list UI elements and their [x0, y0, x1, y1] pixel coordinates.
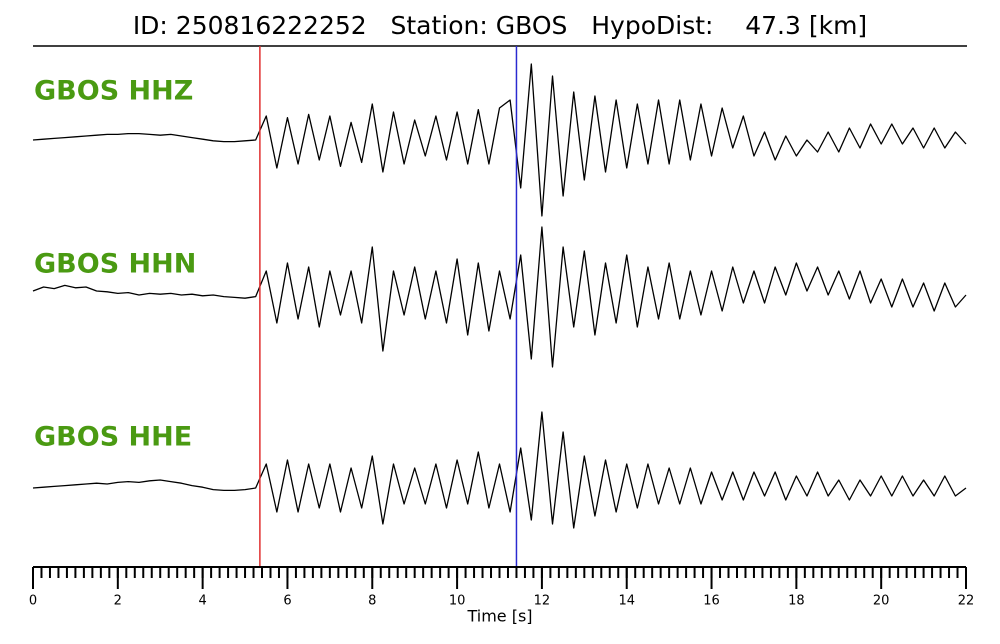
chart-title: ID: 250816222252 Station: GBOS HypoDist:… [133, 11, 867, 40]
x-tick-label: 0 [29, 594, 37, 609]
trace-label: GBOS HHE [34, 422, 192, 453]
x-tick-label: 22 [958, 594, 975, 609]
x-tick-label: 12 [534, 594, 551, 609]
x-tick-label: 6 [283, 594, 291, 609]
trace [32, 63, 967, 217]
x-tick-label: 16 [703, 594, 720, 609]
x-axis-label: Time [s] [466, 607, 532, 626]
x-tick-label: 10 [449, 594, 466, 609]
x-tick-label: 2 [114, 594, 122, 609]
x-tick-label: 20 [873, 594, 890, 609]
x-tick-label: 8 [368, 594, 376, 609]
x-tick-label: 4 [198, 594, 206, 609]
trace [32, 226, 967, 368]
x-tick-label: 18 [788, 594, 805, 609]
trace [32, 411, 967, 529]
trace-label: GBOS HHN [34, 249, 196, 280]
trace-label: GBOS HHZ [34, 76, 193, 107]
x-tick-label: 14 [618, 594, 635, 609]
